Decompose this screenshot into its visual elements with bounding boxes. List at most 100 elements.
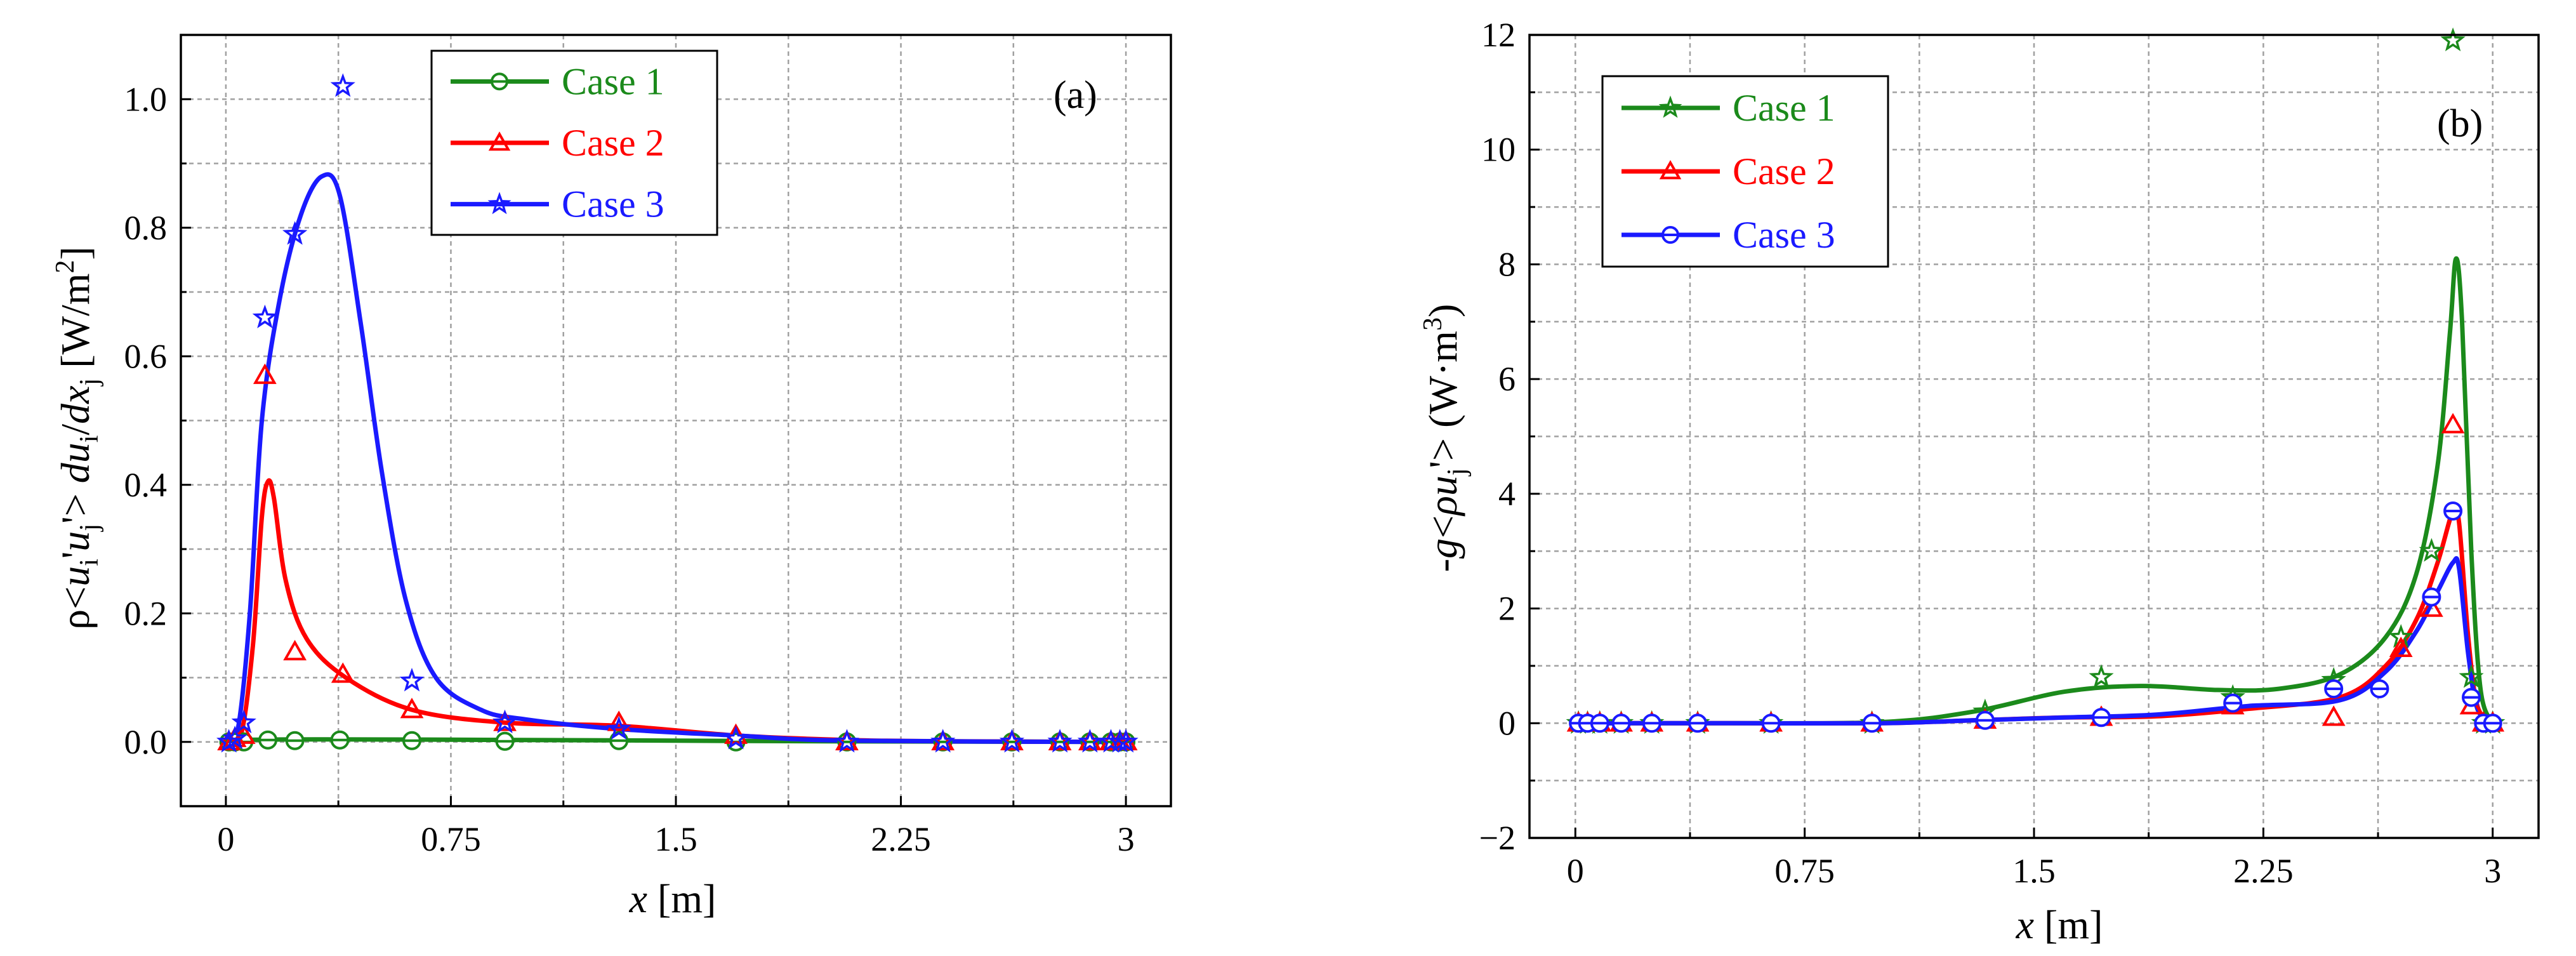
panel-b-x-tick-label: 0.75 xyxy=(1774,852,1835,890)
panel-a-series-1-point xyxy=(330,730,350,750)
panel-b-y-tick-label: 8 xyxy=(1498,245,1516,283)
panel-b-series-3-point xyxy=(2422,587,2441,607)
panel-a-legend-swatch-marker xyxy=(488,131,511,151)
panel-b-x-tick-label: 1.5 xyxy=(2012,852,2056,890)
panel-a-series-3-point xyxy=(252,304,278,329)
panel-a-series-1-point xyxy=(285,731,305,750)
panel-b-legend-swatch-marker xyxy=(1661,226,1679,244)
panel-a-series-2-point xyxy=(232,723,256,744)
panel-a-legend-swatch-marker xyxy=(491,72,508,91)
panel-a-legend-item: Case 1 xyxy=(451,60,664,102)
panel-a-series-2-point xyxy=(400,698,424,719)
panel-b-series-3-point xyxy=(2223,693,2243,713)
panel-b-series-3-point xyxy=(2370,679,2389,699)
panel-a-series-3-point xyxy=(282,221,308,245)
panel-b-series-1-point xyxy=(2089,664,2114,688)
panel-b-series-3-point xyxy=(2483,714,2502,733)
panel-b-series-3-point xyxy=(1975,710,1995,730)
panel-a-series-2-point xyxy=(217,729,241,750)
panel-a-legend-swatch-marker xyxy=(487,192,512,215)
panel-a: 0 0.75 1.5 2.25 3 0.0 0.2 0.4 0.6 0.8 1.0 (a) x [m… xyxy=(51,34,1172,921)
panel-b-legend-label: Case 2 xyxy=(1733,150,1835,192)
panel-b-y-tick-label: 6 xyxy=(1498,360,1516,398)
panel-b-x-tick-label: 0 xyxy=(1567,852,1584,890)
panel-a-series-3-point xyxy=(834,729,860,753)
panel-a-legend-label: Case 3 xyxy=(562,183,664,225)
panel-a-legend-item: Case 3 xyxy=(451,183,664,225)
panel-a-series-3-point xyxy=(222,726,248,750)
panel-a-series-2-point xyxy=(607,710,631,731)
panel-a-markers xyxy=(216,73,1139,753)
panel-b-y-tick-label: 4 xyxy=(1498,475,1516,513)
panel-a-series-3-point xyxy=(492,709,518,734)
panel-a-series-3-point xyxy=(1077,729,1103,753)
panel-a-series-2-point xyxy=(835,729,859,750)
panel-b-series-3-point xyxy=(2092,708,2111,727)
panel-b-series-3-point xyxy=(2324,679,2344,699)
panel-a-series-3-point xyxy=(999,729,1025,753)
panel-a-series-3-point xyxy=(723,726,749,750)
panel-b-series-2-point xyxy=(2441,413,2465,434)
panel-a-y-axis-title: ρ<ui'uj'> dui/dxj [W/m2] xyxy=(51,246,104,630)
panel-a-series-1-point xyxy=(402,731,421,750)
panel-b-legend: Case 1 Case 2 Case 3 xyxy=(1601,75,1889,268)
panel-b-y-axis-title: -g<ρuj'> (W·m3) xyxy=(1418,304,1472,573)
panel-a-y-tick-label: 0.6 xyxy=(124,337,168,375)
panel-b-series-3-point xyxy=(2462,687,2481,707)
panel-a-x-tick-label: 3 xyxy=(1118,820,1135,858)
panel-a-series-3-point xyxy=(606,715,631,740)
panel-b-series-2-point xyxy=(2389,636,2413,658)
panel-b-legend-swatch-marker xyxy=(1658,95,1682,118)
panel-a-y-tick-label: 0.4 xyxy=(124,466,168,504)
panel-a-series-1-point xyxy=(258,730,278,750)
panel-b-series-3-point xyxy=(1688,714,1707,733)
panel-b-legend-item: Case 1 xyxy=(1622,87,1835,129)
panel-b-ticks: 0 0.75 1.5 2.25 3 −2 0 2 4 6 8 10 12 xyxy=(1479,16,2502,890)
panel-a-series-1-point xyxy=(495,731,515,751)
panel-b-series-3-point xyxy=(2443,501,2463,521)
panel-a-x-tick-label: 0.75 xyxy=(421,820,481,858)
panel-a-series-3-point xyxy=(1107,729,1133,753)
panel-a-series-3-point xyxy=(231,709,256,734)
panel-b-x-axis-title: x [m] xyxy=(2016,902,2103,947)
panel-b-legend-swatch-marker xyxy=(1659,160,1682,180)
panel-a-series-3-point xyxy=(1113,729,1139,753)
panel-a-series-2-point xyxy=(1000,729,1024,750)
panel-a-series-2-point xyxy=(1078,729,1102,750)
panel-b-series-3-point xyxy=(1590,714,1609,733)
panel-a-series-3-point xyxy=(330,73,355,97)
panel-a-series-3-point xyxy=(930,729,956,753)
panel-b-series-3-point xyxy=(1611,714,1631,733)
panel-a-series-2-point xyxy=(331,662,355,683)
panel-b-legend-label: Case 1 xyxy=(1733,87,1835,129)
panel-b: 0 0.75 1.5 2.25 3 −2 0 2 4 6 8 10 12 (b) x [m] -g<ρu… xyxy=(1418,16,2540,947)
panel-b-series-1-line xyxy=(1573,256,2495,726)
panel-b-series-3-point xyxy=(1862,714,1882,733)
panel-b-y-tick-label: 2 xyxy=(1498,590,1516,628)
panel-a-series-3-line xyxy=(223,172,1128,745)
panel-b-markers xyxy=(1566,27,2506,734)
panel-a-y-tick-label: 0.0 xyxy=(124,723,168,761)
panel-a-x-tick-label: 1.5 xyxy=(654,820,697,858)
panel-b-legend-label: Case 3 xyxy=(1733,214,1835,256)
panel-a-y-tick-label: 0.2 xyxy=(124,594,168,632)
panel-b-series-1-point xyxy=(2440,27,2466,51)
panel-b-y-tick-label: 12 xyxy=(1481,16,1516,54)
panel-b-x-tick-label: 3 xyxy=(2484,852,2501,890)
panel-a-series-3-point xyxy=(1047,729,1073,753)
panel-a-legend-label: Case 2 xyxy=(562,122,664,164)
panel-a-x-tick-label: 0 xyxy=(217,820,234,858)
panel-a-series-3-point xyxy=(399,667,425,692)
panel-a-series-2-point xyxy=(1048,729,1072,750)
panel-a-legend: Case 1 Case 2 Case 3 xyxy=(430,50,718,236)
panel-b-legend-item: Case 3 xyxy=(1622,214,1835,256)
panel-b-series-1-point xyxy=(2419,538,2445,562)
panel-b-y-tick-label: 0 xyxy=(1498,704,1516,742)
panel-a-ticks: 0 0.75 1.5 2.25 3 0.0 0.2 0.4 0.6 0.8 1.0 xyxy=(124,80,1135,858)
panel-a-y-tick-label: 0.8 xyxy=(124,209,168,247)
panel-a-legend-item: Case 2 xyxy=(451,122,664,164)
panel-b-label: (b) xyxy=(2437,102,2483,145)
panel-a-series-2-point xyxy=(283,640,307,661)
panel-b-y-tick-label: −2 xyxy=(1479,819,1516,857)
